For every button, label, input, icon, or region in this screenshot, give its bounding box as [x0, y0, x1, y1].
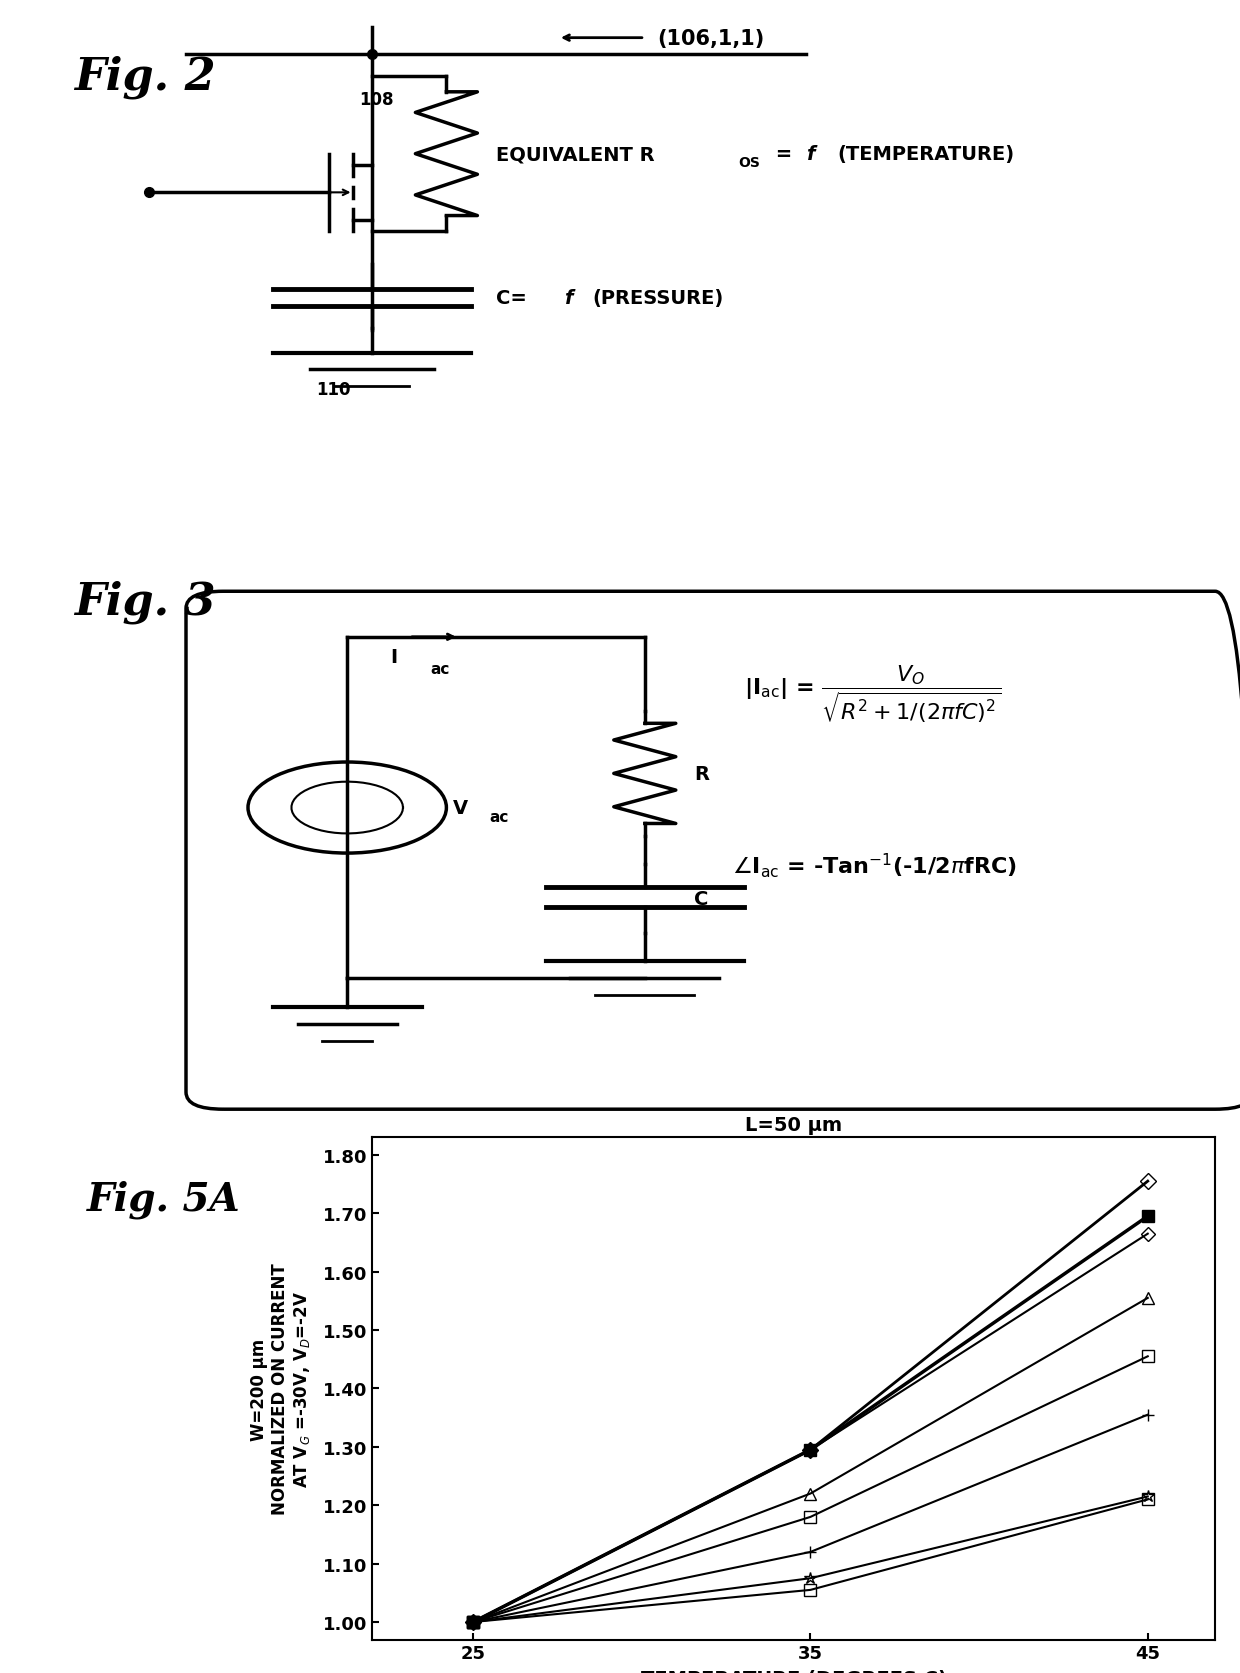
Text: (PRESSURE): (PRESSURE) — [593, 289, 724, 308]
Text: 108: 108 — [360, 90, 394, 109]
Text: (TEMPERATURE): (TEMPERATURE) — [837, 146, 1014, 164]
Text: (106,1,1): (106,1,1) — [657, 28, 764, 49]
Text: 110: 110 — [316, 381, 351, 398]
X-axis label: TEMPERATURE (DEGREES C): TEMPERATURE (DEGREES C) — [641, 1670, 946, 1673]
Text: Fig. 2: Fig. 2 — [74, 55, 216, 99]
Text: Fig. 5A: Fig. 5A — [87, 1179, 241, 1218]
Text: $\angle$I$_{\rm ac}$ = -Tan$^{-1}$(-1/2$\pi$fRC): $\angle$I$_{\rm ac}$ = -Tan$^{-1}$(-1/2$… — [732, 850, 1017, 880]
Text: I: I — [391, 647, 398, 668]
Text: OS: OS — [738, 156, 760, 171]
Text: f: f — [564, 289, 573, 308]
Text: C=: C= — [496, 289, 527, 308]
Text: |I$_{\rm ac}$| = $\dfrac{V_O}{\sqrt{R^2+1/(2\pi fC)^2}}$: |I$_{\rm ac}$| = $\dfrac{V_O}{\sqrt{R^2+… — [744, 664, 1001, 724]
Text: EQUIVALENT R: EQUIVALENT R — [496, 146, 655, 164]
Text: Fig. 3: Fig. 3 — [74, 581, 216, 624]
Text: ac: ac — [490, 810, 510, 825]
Title: L=50 μm: L=50 μm — [745, 1116, 842, 1134]
Text: ac: ac — [430, 661, 450, 676]
Text: R: R — [694, 765, 709, 783]
Y-axis label: W=200 μm
NORMALIZED ON CURRENT
AT V$_G$ =-30V, V$_D$=-2V: W=200 μm NORMALIZED ON CURRENT AT V$_G$ … — [249, 1263, 311, 1514]
Text: f: f — [806, 146, 815, 164]
Text: V: V — [453, 798, 467, 818]
Text: =: = — [769, 146, 799, 164]
Text: C: C — [694, 890, 709, 908]
